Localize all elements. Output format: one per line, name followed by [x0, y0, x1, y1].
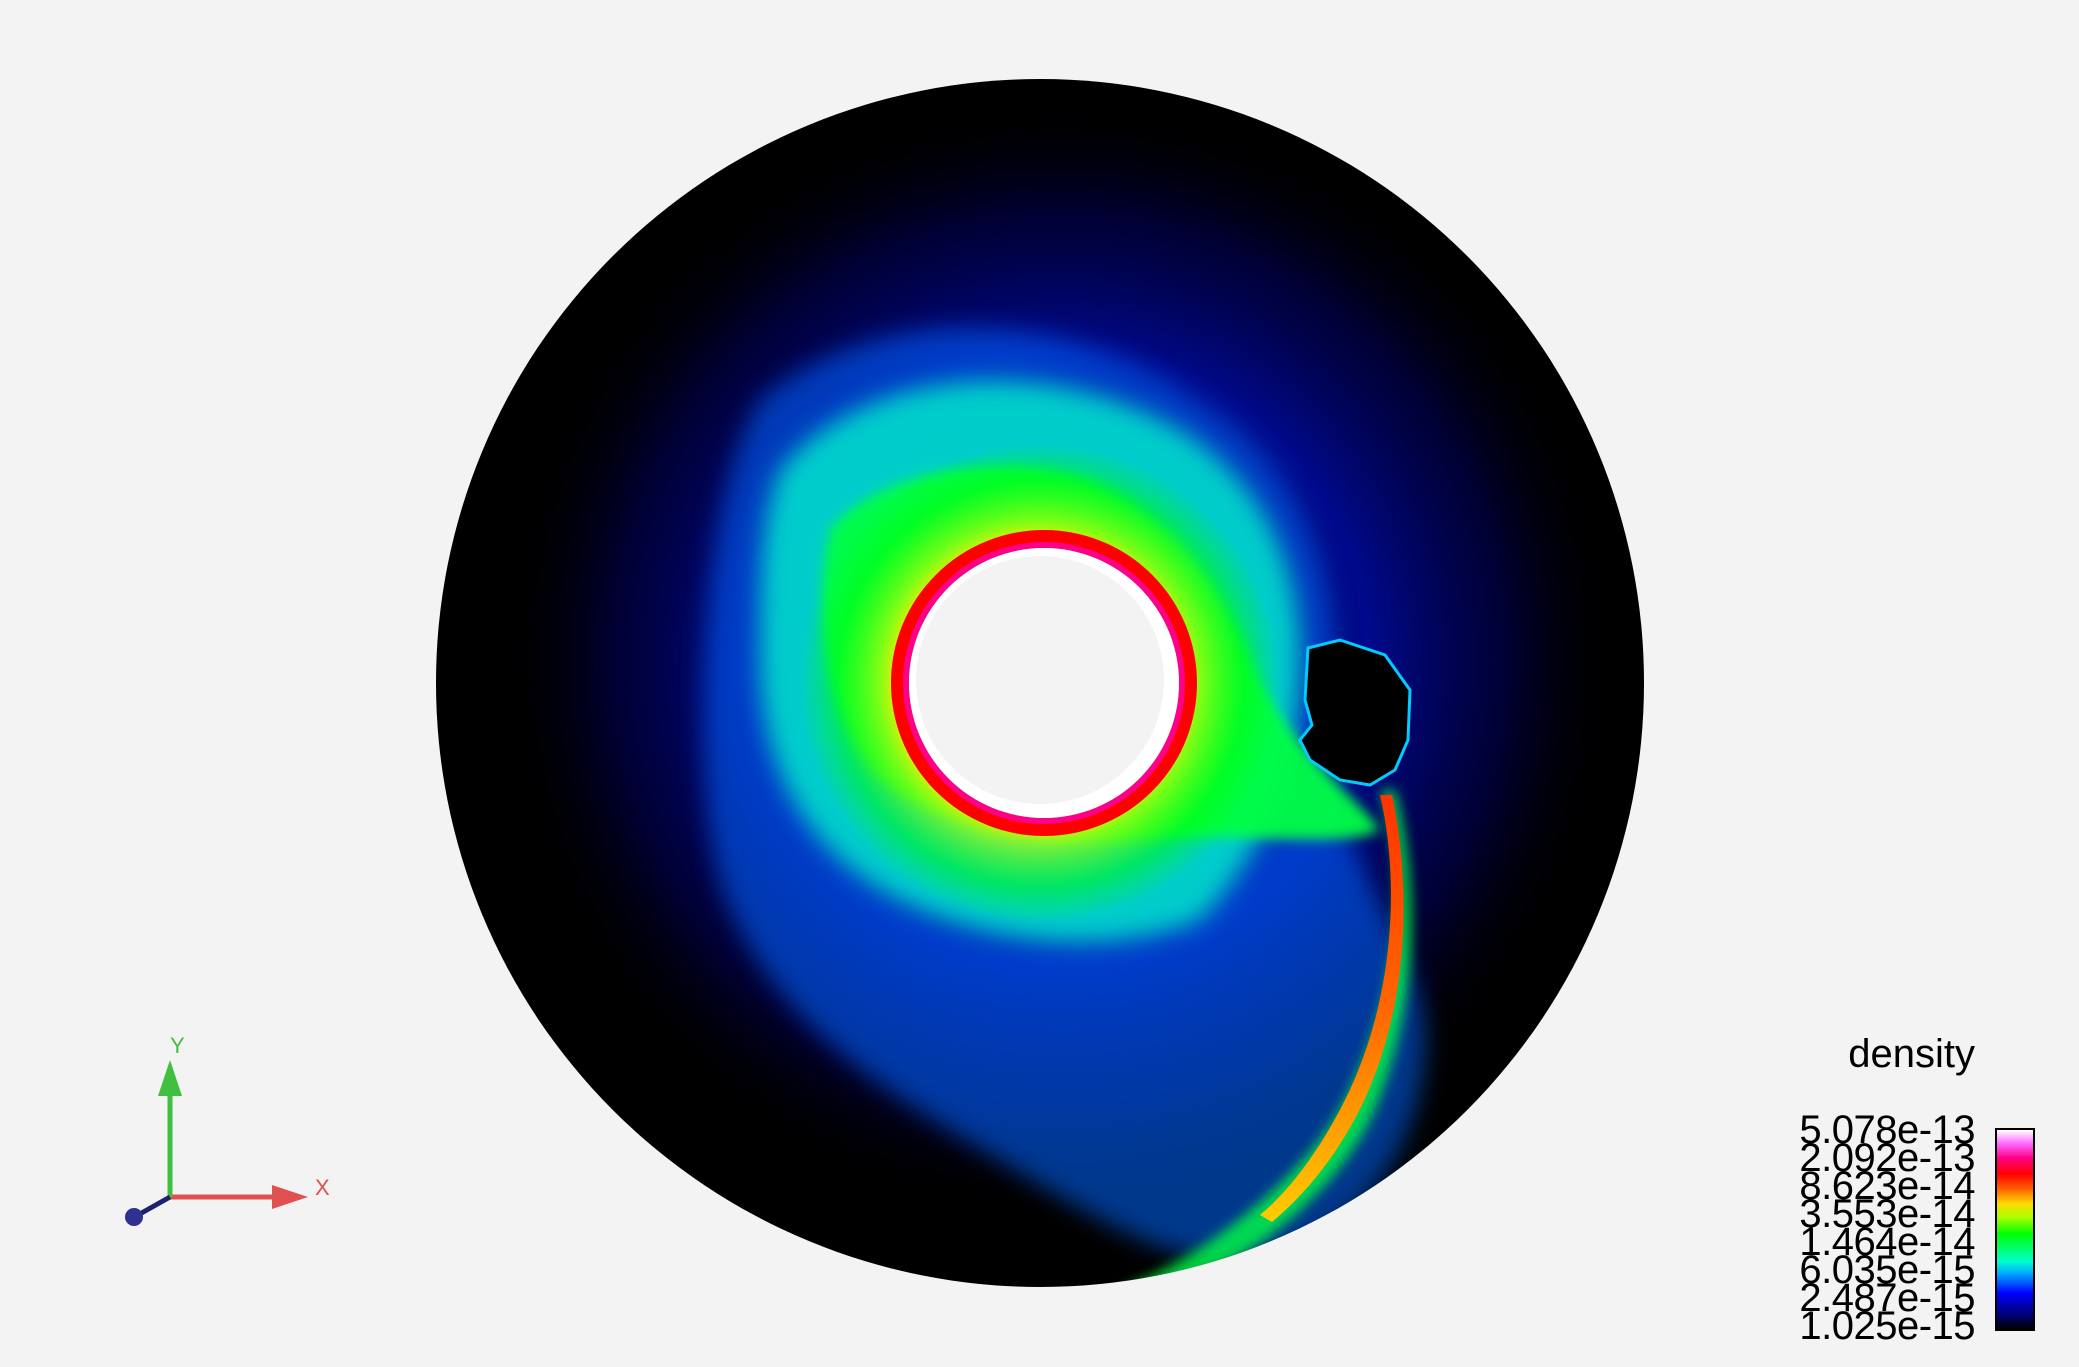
- z-axis-arrow: [125, 1208, 143, 1226]
- legend-label: 5.078e-13: [1799, 1108, 1975, 1152]
- legend-label: 1.025e-15: [1799, 1304, 1975, 1348]
- y-axis-label: Y: [170, 1033, 185, 1058]
- legend-label: 6.035e-15: [1799, 1248, 1975, 1292]
- inner-rim-magenta: [903, 542, 1185, 824]
- y-axis-arrow: [158, 1060, 182, 1096]
- z-axis-line: [136, 1194, 172, 1218]
- stream-halo: [1120, 790, 1412, 1287]
- legend-title: density: [1848, 1032, 1975, 1076]
- legend-label: 1.464e-14: [1799, 1220, 1975, 1264]
- legend-label: 2.092e-13: [1799, 1136, 1975, 1180]
- tidal-stream: [1260, 795, 1404, 1222]
- orientation-axes: [125, 1060, 308, 1226]
- x-axis-label: X: [315, 1175, 330, 1200]
- legend-label: 2.487e-15: [1799, 1276, 1975, 1320]
- legend-label: 3.553e-14: [1799, 1192, 1975, 1236]
- x-axis-arrow: [272, 1185, 308, 1209]
- legend-label: 8.623e-14: [1799, 1164, 1975, 1208]
- inner-hole: [916, 556, 1164, 804]
- inner-rim-red: [891, 530, 1197, 836]
- colorbar: [1995, 1128, 2035, 1331]
- companion-cavity: [1298, 638, 1412, 787]
